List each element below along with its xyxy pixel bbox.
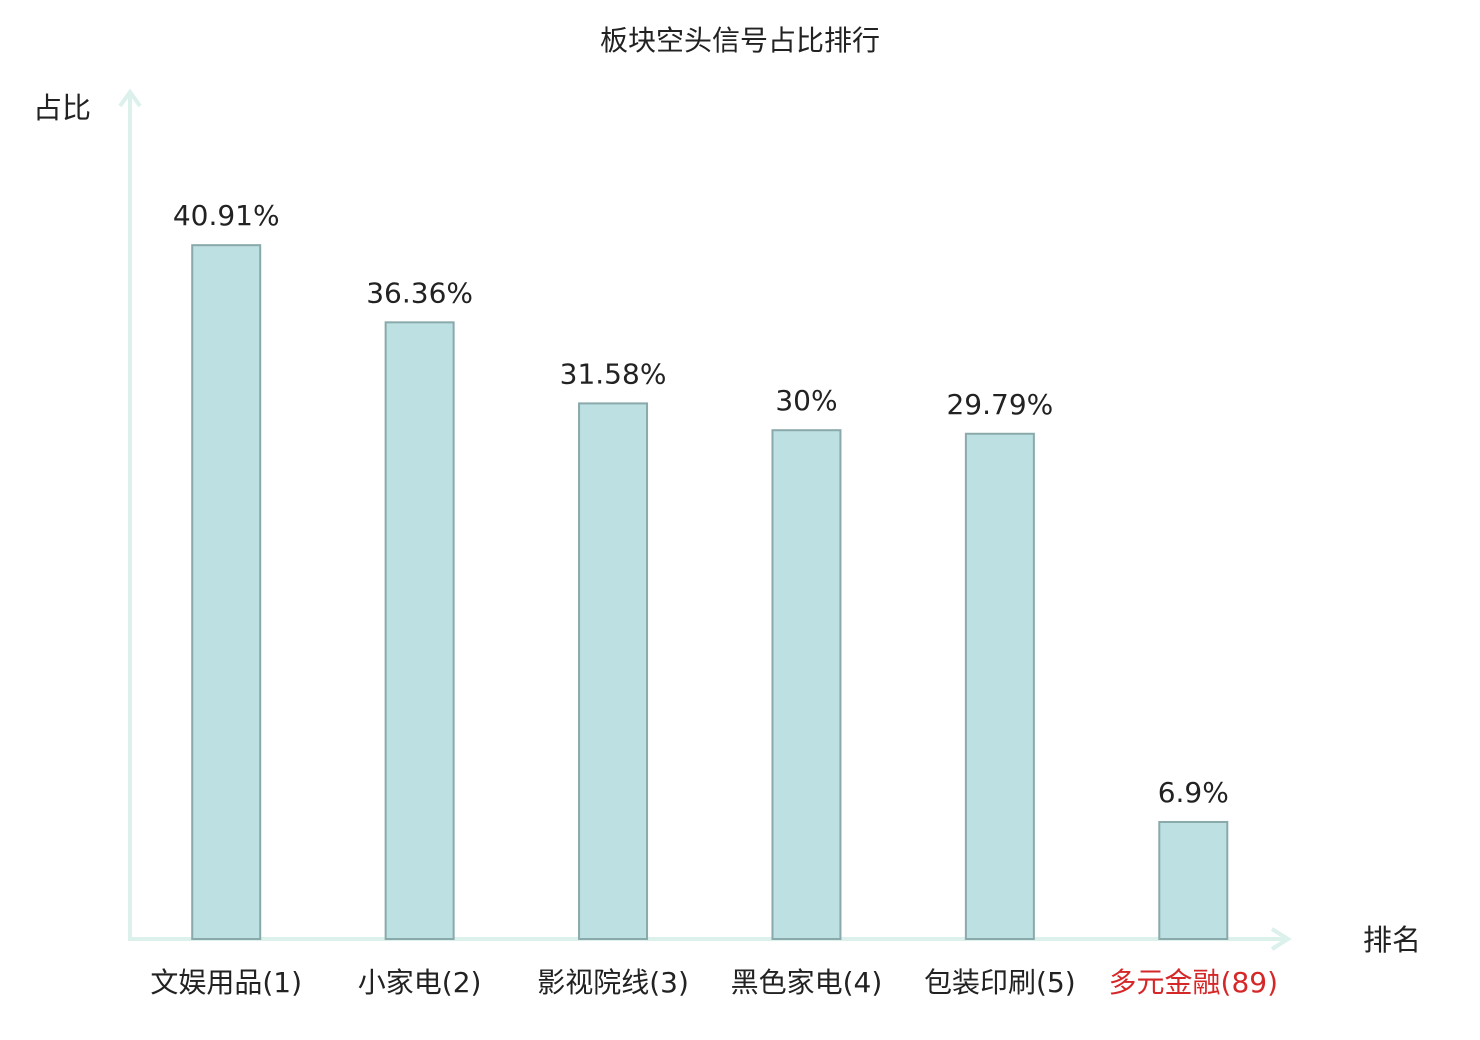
y-axis-arrow: [118, 88, 142, 108]
value-label: 29.79%: [946, 388, 1053, 421]
x-axis-arrow: [1270, 927, 1292, 951]
value-label: 36.36%: [366, 276, 473, 309]
x-axis-label: 排名: [1363, 923, 1421, 957]
bar: [771, 429, 842, 940]
y-axis-label: 占比: [33, 91, 91, 125]
bar: [191, 244, 262, 941]
bar: [964, 432, 1035, 940]
chart-title: 板块空头信号占比排行: [600, 24, 880, 57]
x-tick-label: 小家电(2): [358, 966, 482, 999]
bar: [578, 402, 649, 940]
x-tick-label: 黑色家电(4): [731, 966, 883, 999]
x-tick-label: 影视院线(3): [537, 966, 689, 999]
value-label: 31.58%: [560, 357, 667, 390]
value-label: 30%: [775, 384, 837, 417]
x-tick-label: 多元金融(89): [1109, 966, 1278, 999]
axes: [118, 88, 1292, 951]
x-tick-label: 文娱用品(1): [150, 966, 302, 999]
bar: [384, 321, 455, 940]
bar: [1158, 820, 1229, 941]
value-label: 6.9%: [1158, 776, 1229, 809]
value-label: 40.91%: [173, 199, 280, 232]
x-tick-label: 包装印刷(5): [924, 966, 1076, 999]
